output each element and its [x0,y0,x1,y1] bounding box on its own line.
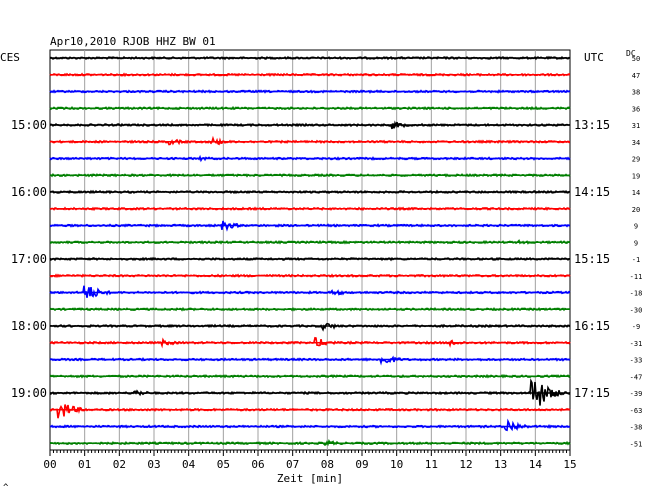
left-hour-label: 18:00 [11,319,47,333]
right-hour-label: 14:15 [574,185,610,199]
x-tick-label: 14 [529,458,543,471]
dc-offset-label: -33 [630,357,643,365]
left-hour-label: 16:00 [11,185,47,199]
right-hour-label: 17:15 [574,386,610,400]
dc-offset-label: 34 [632,139,640,147]
trace-line [49,404,571,419]
dc-offset-label: -63 [630,407,643,415]
x-tick-label: 05 [217,458,230,471]
dc-offset-label: 29 [632,156,640,164]
dc-offset-label: -9 [632,323,640,331]
offset-column-label: DC [626,49,636,58]
dc-offset-label: 14 [632,189,640,197]
right-hour-label: 16:15 [574,319,610,333]
dc-offset-label: -47 [630,373,643,381]
dc-offset-label: 9 [634,223,638,231]
x-tick-label: 02 [113,458,126,471]
x-axis-label: Zeit [min] [277,472,343,485]
x-tick-label: 04 [182,458,196,471]
left-timezone-label: CES [0,51,20,64]
dc-offset-label: -39 [630,390,643,398]
left-hour-label: 19:00 [11,386,47,400]
dc-offset-label: 36 [632,105,640,113]
dc-offset-label: -30 [630,306,643,314]
dc-offset-label: -38 [630,424,643,432]
corner-mark: ^ [3,483,9,493]
dc-offset-label: 9 [634,239,638,247]
right-timezone-label: UTC [584,51,604,64]
x-tick-label: 09 [355,458,368,471]
x-tick-label: 01 [78,458,91,471]
dc-offset-label: 20 [632,206,640,214]
trace-line [49,285,571,298]
left-hour-label: 15:00 [11,118,47,132]
dc-offset-label: 19 [632,172,640,180]
grid-lines [49,49,571,456]
x-tick-label: 10 [390,458,403,471]
dc-offset-label: -18 [630,290,643,298]
x-tick-label: 12 [459,458,472,471]
plot-frame [49,49,571,451]
dc-offset-label: 50 [632,55,640,63]
x-tick-label: 15 [563,458,576,471]
dc-offset-label: 38 [632,89,640,97]
chart-title: Apr10,2010 RJOB HHZ BW 01 [50,35,216,48]
trace-line [50,418,571,432]
right-hour-label: 13:15 [574,118,610,132]
x-tick-label: 07 [286,458,299,471]
x-tick-label: 13 [494,458,507,471]
dc-offset-label: -1 [632,256,640,264]
x-tick-label: 11 [425,458,438,471]
right-hour-label: 15:15 [574,252,610,266]
trace-line [49,336,571,349]
dc-offset-label: -31 [630,340,643,348]
axis-labels: 00 01 02 03 04 05 06 07 08 09 10 11 12 13 14 15 50 47 38 36… [11,55,642,471]
x-tick-label: 08 [321,458,334,471]
left-hour-label: 17:00 [11,252,47,266]
dc-offset-label: 47 [632,72,640,80]
dc-offset-label: -51 [630,440,643,448]
dc-offset-label: -11 [630,273,643,281]
dc-offset-label: 31 [632,122,640,130]
x-tick-label: 00 [43,458,56,471]
x-tick-label: 03 [147,458,160,471]
x-tick-label: 06 [251,458,264,471]
trace-rows [49,55,571,447]
